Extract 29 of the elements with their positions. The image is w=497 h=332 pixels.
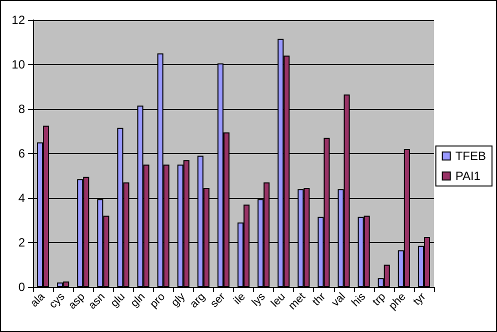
x-tick-label: ser xyxy=(208,290,228,310)
y-tick-label: 10 xyxy=(12,58,26,72)
x-tick-label: asn xyxy=(86,290,108,312)
x-tick-label: phe xyxy=(386,290,408,312)
x-tick-label: met xyxy=(286,290,308,312)
x-tick-label: lys xyxy=(250,290,268,309)
x-tick-label: ile xyxy=(232,290,248,308)
x-tick-label: his xyxy=(350,290,368,310)
x-tick-label: ala xyxy=(28,290,48,310)
legend-label: PAI1 xyxy=(455,169,481,183)
y-tick-label: 6 xyxy=(18,146,26,160)
x-tick-label: thr xyxy=(310,290,328,308)
x-tick-label: cys xyxy=(47,290,68,311)
y-tick-label: 4 xyxy=(18,191,26,205)
x-tick-label: gly xyxy=(169,290,188,310)
x-tick-label: tyr xyxy=(411,290,428,308)
y-tick-label: 2 xyxy=(18,236,26,250)
x-tick-label: asp xyxy=(66,290,88,312)
y-tick-label: 8 xyxy=(18,102,26,116)
x-tick-label: arg xyxy=(188,290,208,310)
x-tick-label: glu xyxy=(108,290,128,310)
legend-label: TFEB xyxy=(455,149,486,163)
y-tick-label: 12 xyxy=(12,13,26,27)
x-tick-label: trp xyxy=(370,290,388,308)
x-tick-label: leu xyxy=(269,290,288,310)
x-tick-label: val xyxy=(330,290,348,310)
x-tick-label: gln xyxy=(128,290,148,310)
x-tick-label: pro xyxy=(148,290,168,310)
y-tick-label: 0 xyxy=(18,280,26,294)
